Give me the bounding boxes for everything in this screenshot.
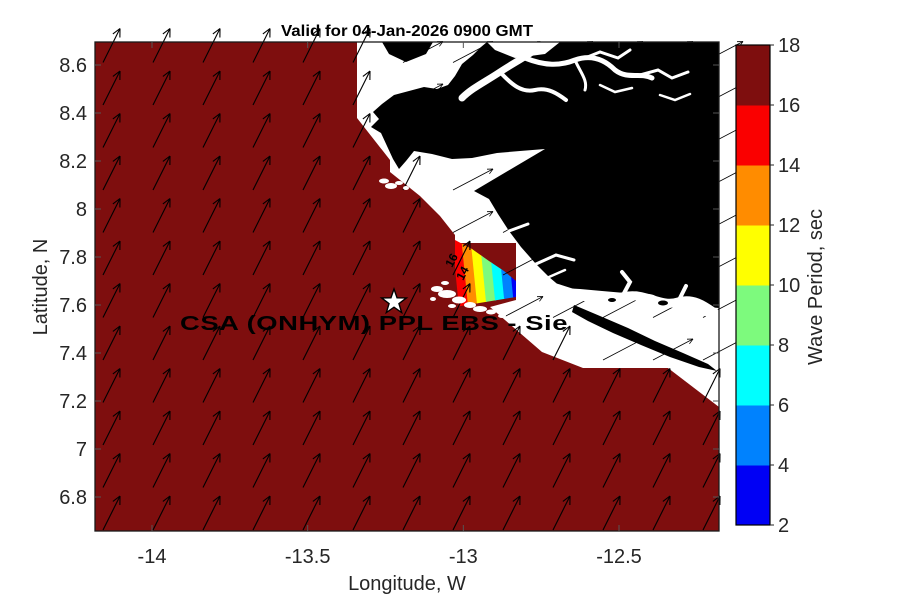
- contour-label: 14: [453, 264, 472, 283]
- x-tick-label: -14: [138, 546, 167, 568]
- island: [448, 304, 456, 308]
- y-tick-label: 7.2: [59, 391, 87, 413]
- x-tick-label: -13: [449, 546, 478, 568]
- island: [464, 302, 476, 308]
- colorbar-band: [736, 45, 770, 106]
- colorbar-tick-label: 8: [778, 335, 789, 357]
- y-tick-label: 7.6: [59, 295, 87, 317]
- contour-label: 16: [442, 251, 461, 270]
- river-mouth: [487, 42, 560, 58]
- island: [395, 181, 403, 185]
- island: [430, 297, 436, 301]
- island: [403, 186, 409, 190]
- island: [486, 309, 496, 315]
- island: [498, 314, 506, 318]
- coastal-spit: [572, 305, 717, 371]
- island: [431, 286, 443, 292]
- colorbar-band: [736, 405, 770, 466]
- map-layers: [95, 28, 744, 531]
- x-axis-label: Longitude, W: [348, 573, 466, 595]
- colorbar-band: [736, 345, 770, 406]
- colorbar-tick-label: 6: [778, 395, 789, 417]
- colorbar-tick-label: 14: [778, 155, 800, 177]
- ocean-wave-period-fill: [95, 42, 719, 531]
- colorbar-band: [736, 105, 770, 166]
- y-tick-label: 8.4: [59, 103, 87, 125]
- island: [379, 178, 389, 184]
- plot-border: [94, 41, 720, 532]
- colorbar-band: [736, 165, 770, 226]
- colorbar-tick-label: 18: [778, 35, 800, 57]
- colorbar-band: [736, 225, 770, 286]
- colorbar-tick-label: 2: [778, 515, 789, 537]
- y-tick-label: 6.8: [59, 487, 87, 509]
- island: [438, 290, 456, 298]
- colorbar-tick-label: 10: [778, 275, 800, 297]
- wave-direction-arrows: [102, 28, 744, 531]
- station-label: CSA (ONHYM) PPL EBS - Sie: [180, 313, 568, 335]
- y-tick-label: 8.6: [59, 55, 87, 77]
- y-tick-label: 8: [76, 199, 87, 221]
- colorbar-band: [736, 285, 770, 346]
- y-tick-label: 7.4: [59, 343, 87, 365]
- north-cape: [382, 42, 433, 62]
- x-tick-label: -12.5: [596, 546, 642, 568]
- island: [441, 281, 449, 285]
- island: [452, 296, 466, 304]
- tick-marks: [95, 42, 719, 531]
- colorbar-band: [736, 465, 770, 526]
- colorbar-tick-label: 12: [778, 215, 800, 237]
- y-tick-label: 7.8: [59, 247, 87, 269]
- island: [473, 306, 487, 312]
- land-area: [371, 42, 719, 371]
- y-axis-label: Latitude, N: [30, 239, 52, 336]
- colorbar-tick-label: 16: [778, 95, 800, 117]
- mainland: [371, 42, 719, 308]
- station-star-marker: [379, 286, 409, 315]
- x-tick-label: -13.5: [285, 546, 331, 568]
- island: [385, 183, 397, 189]
- y-tick-label: 7: [76, 439, 87, 461]
- colorbar-label: Wave Period, sec: [805, 209, 827, 365]
- y-tick-label: 8.2: [59, 151, 87, 173]
- colorbar-tick-label: 4: [778, 455, 789, 477]
- plot-title: Valid for 04-Jan-2026 0900 GMT: [281, 23, 533, 40]
- axes-frame: -14 -13.5 -13 -12.5 8.6 8.4 8.2 8 7.8 7.6 7.4 7.2 7 6…: [59, 41, 720, 568]
- colorbar: 2 4 6 8 10 12 14 16 18: [735, 35, 800, 537]
